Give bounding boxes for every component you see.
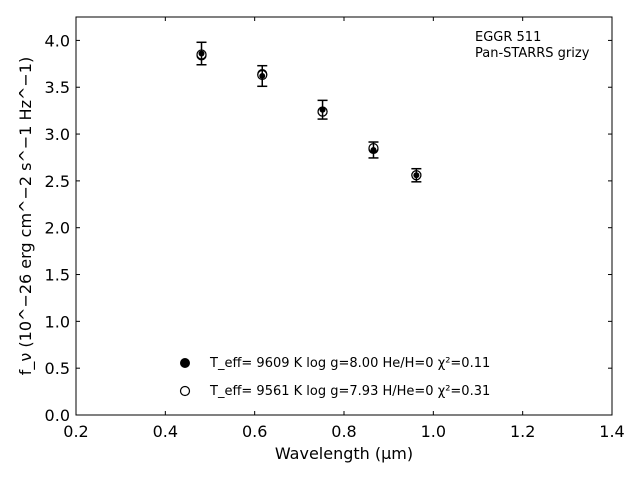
annotation-survey: Pan-STARRS grizy xyxy=(475,46,590,61)
y-tick-label: 3.5 xyxy=(45,78,70,97)
legend-label-1: T_eff= 9609 K log g=8.00 He/H=0 χ²=0.11 xyxy=(209,356,490,371)
y-tick-label: 2.0 xyxy=(45,219,70,238)
observed-points xyxy=(196,41,422,183)
y-tick-label: 4.0 xyxy=(45,31,70,50)
x-tick-label: 0.8 xyxy=(331,422,356,441)
observed-point xyxy=(198,50,205,57)
model-points xyxy=(196,49,422,181)
x-tick-label: 1.2 xyxy=(510,422,535,441)
x-tick-label: 0.2 xyxy=(63,422,88,441)
x-ticks: 0.2 0.4 0.6 0.8 1.0 1.2 1.4 xyxy=(63,17,625,441)
y-tick-label: 0.5 xyxy=(45,359,70,378)
y-tick-label: 1.5 xyxy=(45,266,70,285)
y-ticks: 0.0 0.5 1.0 1.5 2.0 2.5 3.0 3.5 4.0 xyxy=(45,31,612,425)
x-tick-label: 1.4 xyxy=(599,422,624,441)
legend-label-2: T_eff= 9561 K log g=7.93 H/He=0 χ²=0.31 xyxy=(209,384,490,399)
y-axis-label: f_ν (10^−26 erg cm^−2 s^−1 Hz^−1) xyxy=(16,57,36,375)
observed-point xyxy=(259,72,266,79)
x-tick-label: 1.0 xyxy=(421,422,446,441)
x-tick-label: 0.4 xyxy=(153,422,178,441)
y-tick-label: 2.5 xyxy=(45,172,70,191)
observed-point xyxy=(319,106,326,113)
legend-marker-filled xyxy=(180,358,190,368)
legend: T_eff= 9609 K log g=8.00 He/H=0 χ²=0.11 … xyxy=(179,356,490,399)
observed-point xyxy=(370,146,377,153)
observed-point xyxy=(413,172,420,179)
legend-marker-open xyxy=(179,385,191,397)
y-tick-label: 0.0 xyxy=(45,406,70,425)
y-tick-label: 3.0 xyxy=(45,125,70,144)
x-tick-label: 0.6 xyxy=(242,422,267,441)
annotation-object: EGGR 511 xyxy=(475,30,541,45)
y-tick-label: 1.0 xyxy=(45,312,70,331)
x-axis-label: Wavelength (μm) xyxy=(275,444,413,463)
